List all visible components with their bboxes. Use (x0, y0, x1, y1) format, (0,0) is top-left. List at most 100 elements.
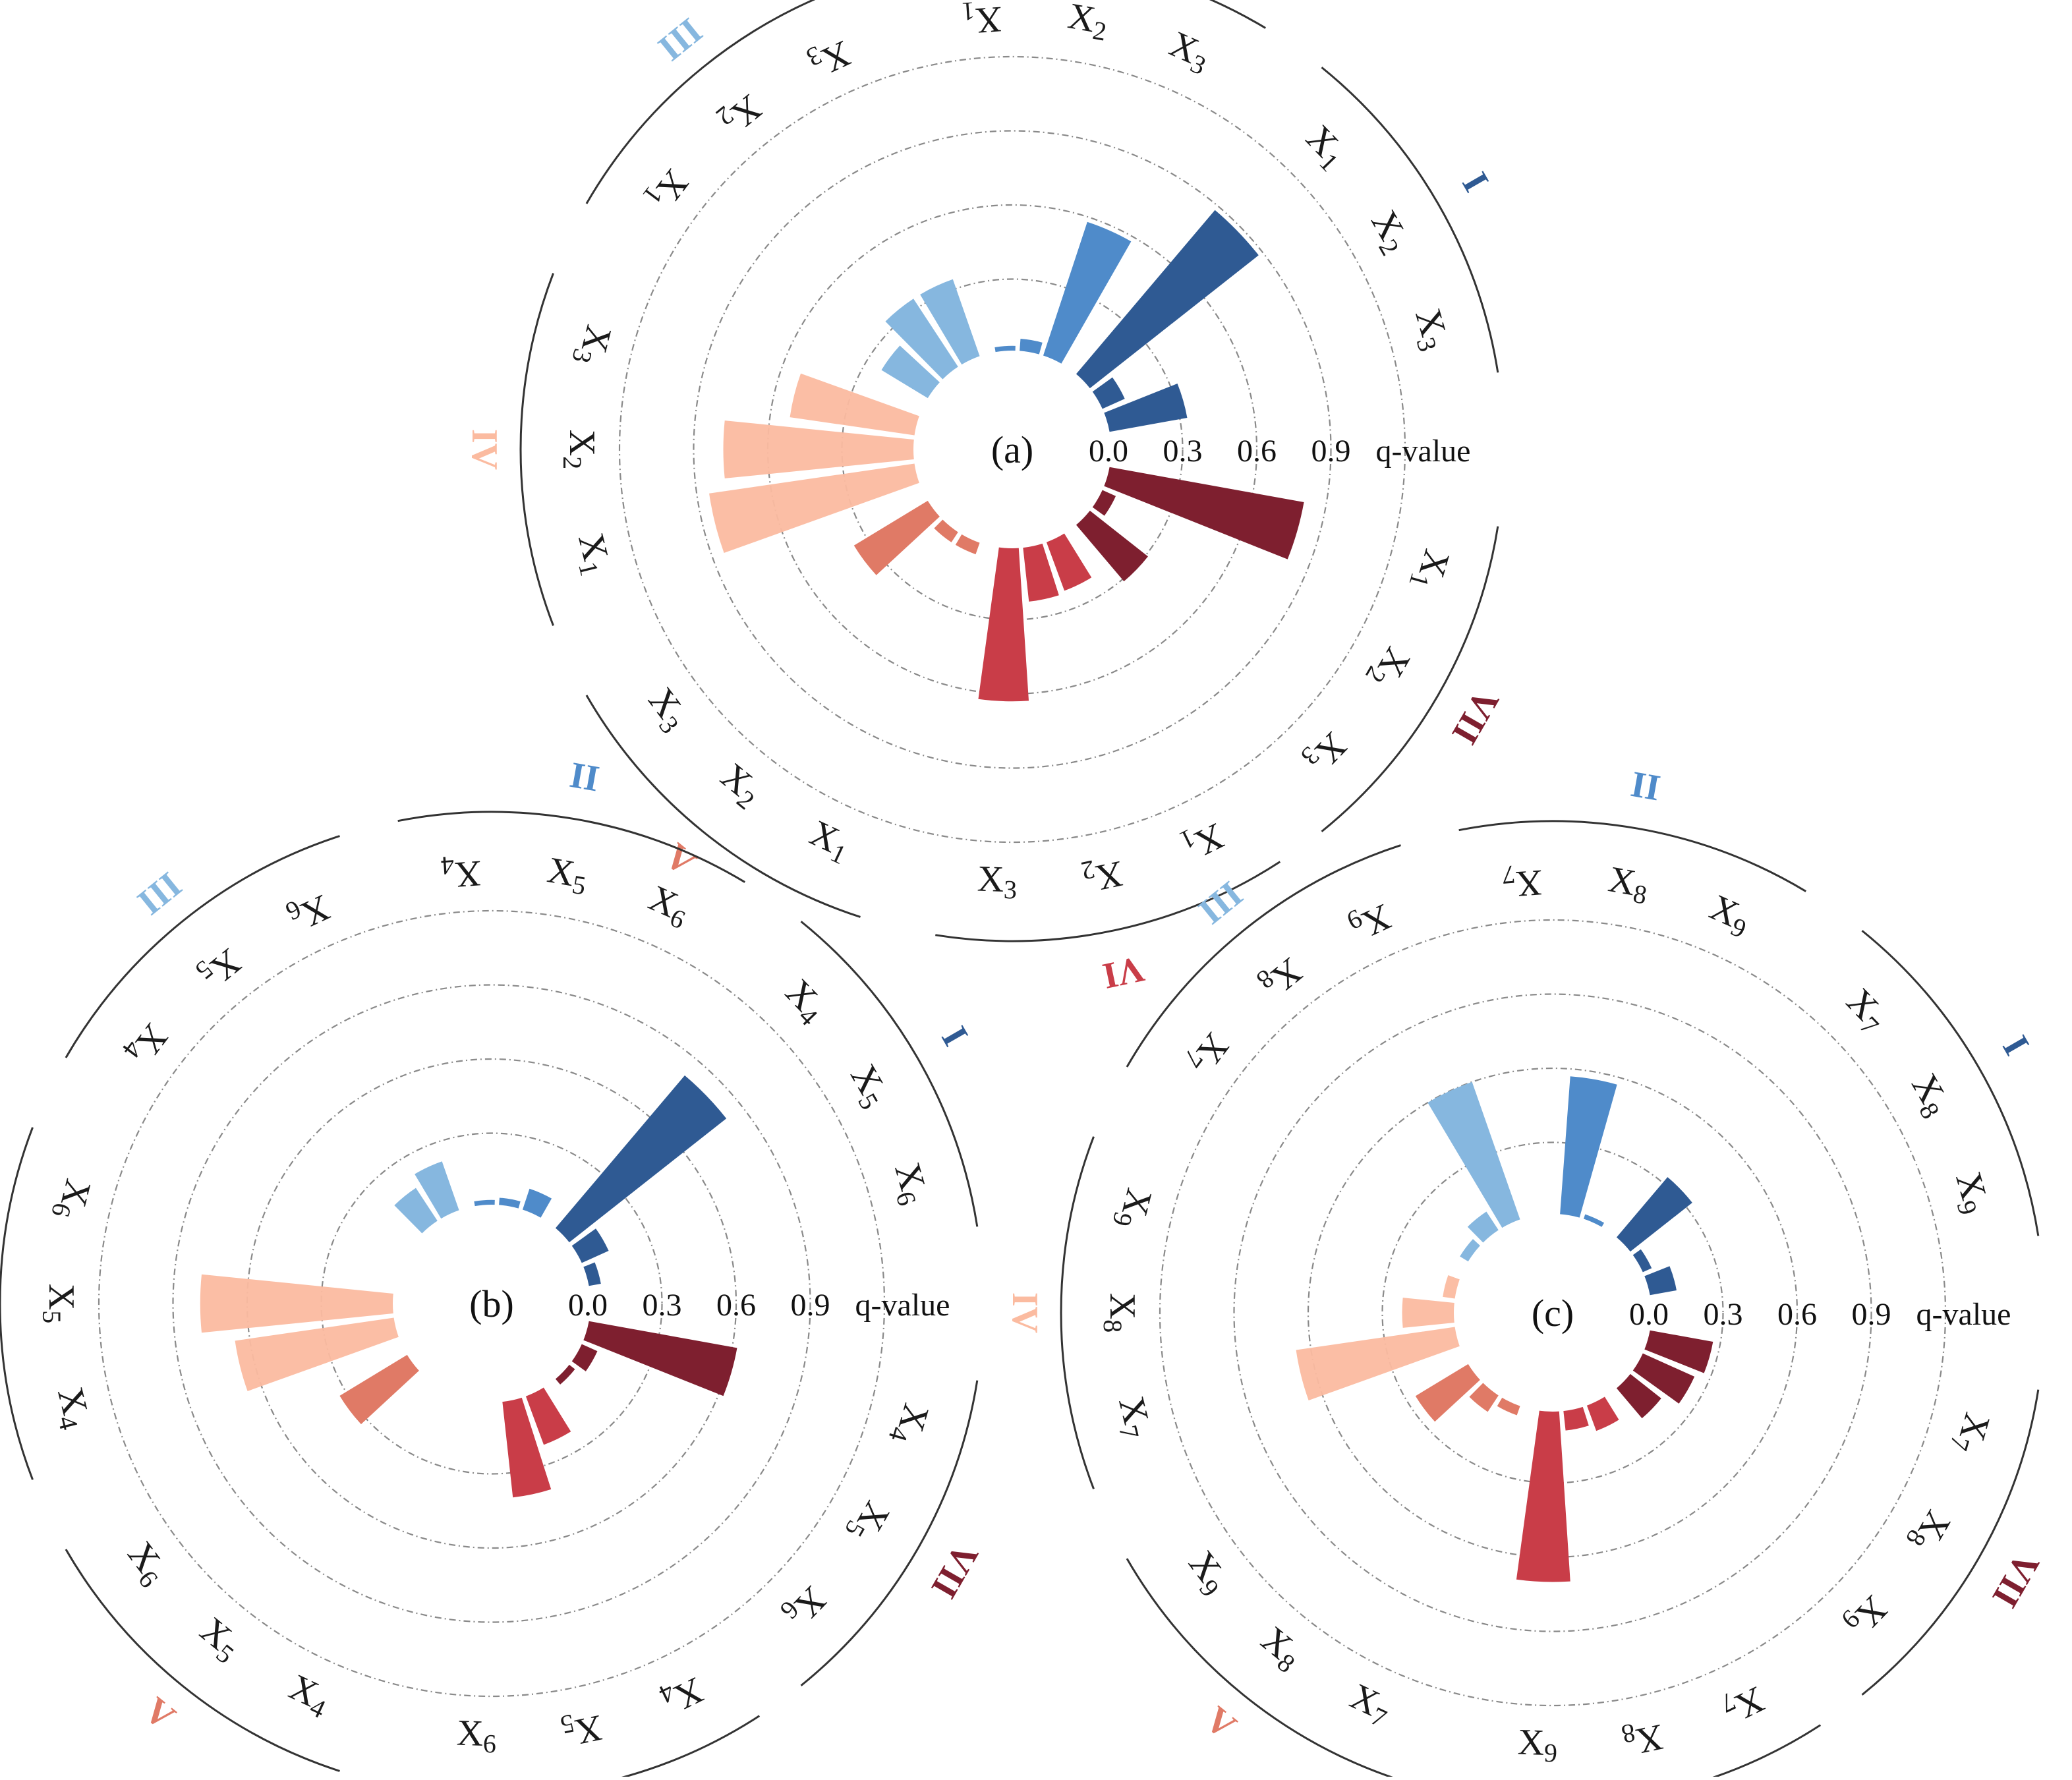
bar-VI-X7 (1586, 1396, 1619, 1431)
group-label: I (1454, 165, 1497, 198)
tick-label: 0.9 (1852, 1297, 1891, 1332)
variable-label: X3 (566, 320, 619, 370)
group-label: II (1628, 764, 1663, 809)
group-arc (1126, 1558, 1401, 1780)
group-arc (397, 811, 745, 883)
bar-III-X3 (920, 279, 980, 365)
tick-label: 0.3 (643, 1288, 682, 1323)
variable-label: X3 (1162, 24, 1217, 81)
group-label: V (136, 1690, 183, 1738)
grid-ring (766, 204, 1258, 695)
panel-a: 0.00.30.60.9q-value(a)X1X2X3IX1X2X3IIX1X… (464, 0, 1507, 996)
grid-ring (1233, 993, 1872, 1632)
group-arc (935, 861, 1281, 942)
variable-label: X2 (1079, 849, 1127, 901)
bar-IV-X9 (1443, 1275, 1460, 1299)
variable-label: X8 (1251, 947, 1310, 1007)
group-label: VII (1444, 683, 1507, 751)
group-label: V (1197, 1699, 1244, 1748)
group-label: IV (464, 429, 505, 470)
bar-V-X8 (1469, 1383, 1499, 1412)
bar-IV-X2 (723, 420, 914, 478)
variable-label: X7 (1501, 857, 1544, 905)
group-label: VI (1099, 948, 1148, 997)
group-label: III (130, 864, 189, 923)
bar-VI-X1 (1046, 533, 1092, 591)
bar-VI-X4 (525, 1387, 571, 1445)
bar-III-X5 (394, 1188, 438, 1234)
variable-label: X9 (1178, 1543, 1238, 1602)
variable-label: X4 (774, 971, 834, 1031)
group-label: III (1191, 873, 1250, 932)
group-arc (800, 1380, 979, 1686)
bar-VII-X3 (1076, 510, 1148, 582)
variable-label: X1 (961, 0, 1004, 42)
group-label: I (1994, 1029, 2037, 1062)
group-label: III (650, 10, 710, 69)
bar-II-X9 (1583, 1214, 1605, 1227)
variable-label: X6 (117, 1534, 177, 1593)
variable-label: X2 (710, 755, 770, 815)
group-arc (1861, 1389, 2040, 1696)
group-arc (519, 273, 554, 626)
tick-label: 0.0 (568, 1288, 608, 1323)
tick-label: 0.6 (716, 1288, 756, 1323)
group-arc (800, 921, 979, 1227)
variable-label: X2 (558, 430, 602, 469)
tick-label: 0.0 (1629, 1297, 1669, 1332)
bar-III-X8 (1467, 1211, 1499, 1243)
bar-I-X3 (1104, 384, 1188, 432)
bar-II-X2 (1020, 338, 1043, 355)
variable-label: X3 (1403, 304, 1457, 355)
group-arc (1458, 820, 1806, 892)
variable-label: X2 (1360, 639, 1418, 696)
bar-I-X8 (1632, 1249, 1652, 1273)
group-label: IV (1004, 1292, 1045, 1333)
bar-VII-X8 (1632, 1353, 1695, 1404)
bar-I-X4 (555, 1075, 727, 1243)
bar-II-X8 (1560, 1076, 1617, 1218)
bar-I-X5 (571, 1228, 609, 1263)
variable-label: X9 (1107, 1184, 1160, 1233)
bar-I-X2 (1092, 377, 1125, 409)
bar-VI-X5 (502, 1397, 552, 1498)
group-arc (1321, 67, 1499, 373)
panel-label: (a) (991, 428, 1033, 471)
variable-label: X4 (654, 1665, 710, 1723)
group-arc (1702, 1724, 1822, 1780)
variable-label: X4 (440, 848, 483, 896)
group-arc (585, 695, 861, 918)
variable-label: X1 (1175, 811, 1230, 869)
bar-II-X3 (1043, 221, 1132, 364)
bar-VII-X7 (1644, 1330, 1713, 1373)
group-arc (585, 0, 816, 204)
grid-ring (693, 130, 1332, 769)
group-arc (1209, 0, 1266, 29)
tick-label: 0.6 (1777, 1297, 1817, 1332)
bar-VII-X5 (571, 1344, 598, 1371)
panel-label: (c) (1532, 1292, 1574, 1335)
variable-label: X9 (1342, 892, 1398, 950)
bar-VI-X3 (978, 547, 1029, 702)
bar-I-X6 (583, 1262, 601, 1286)
bar-V-X3 (853, 500, 940, 575)
variable-label: X2 (1064, 0, 1111, 47)
variable-label: X8 (1605, 859, 1652, 910)
bar-IV-X5 (200, 1274, 393, 1333)
group-label: VII (1984, 1546, 2048, 1615)
group-arc (0, 1127, 34, 1480)
variable-label: X9 (1835, 1585, 1895, 1645)
variable-label: X3 (637, 680, 697, 739)
variable-label: X6 (281, 883, 337, 940)
variable-label: X5 (190, 1609, 249, 1669)
group-arc (1861, 930, 2040, 1236)
bar-V-X7 (1497, 1397, 1520, 1416)
bar-VII-X6 (555, 1364, 575, 1385)
variable-label: X1 (802, 813, 857, 870)
variable-label: X5 (839, 1493, 898, 1550)
variable-label: X7 (1342, 1676, 1398, 1733)
group-label: VII (923, 1537, 987, 1605)
variable-label: X9 (1702, 887, 1757, 944)
variable-label: X5 (839, 1058, 898, 1115)
